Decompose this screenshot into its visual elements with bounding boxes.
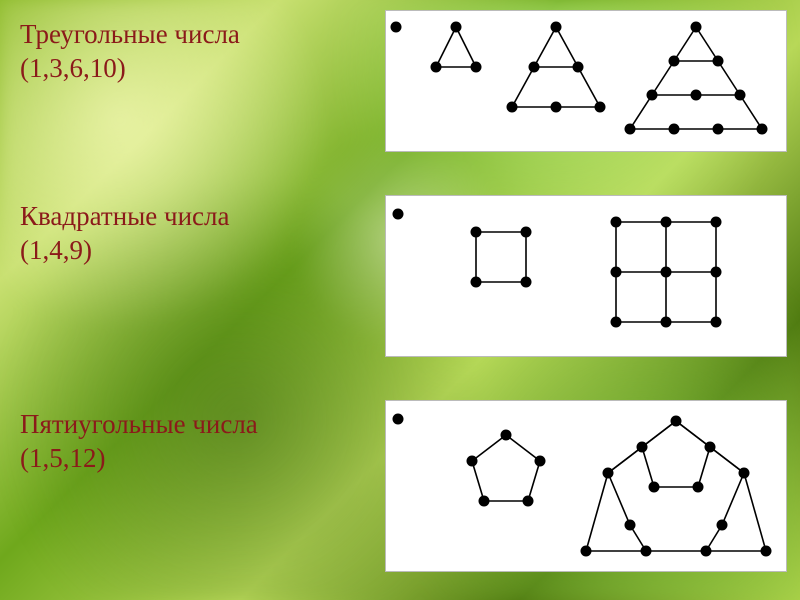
diagram-node (661, 317, 672, 328)
diagram-node (471, 227, 482, 238)
diagram-node (611, 317, 622, 328)
diagram-node (711, 217, 722, 228)
diagram-node (521, 227, 532, 238)
diagram-node (625, 520, 636, 531)
diagram-node (661, 217, 672, 228)
diagram-edge (718, 61, 740, 95)
diagram-node (611, 267, 622, 278)
diagram-node (693, 482, 704, 493)
triangular-diagram (385, 10, 787, 152)
diagram-edge (674, 27, 696, 61)
diagram-edge (652, 61, 674, 95)
diagram-edge (556, 27, 578, 67)
diagram-node (451, 22, 462, 33)
diagram-node (717, 520, 728, 531)
diagram-node (735, 90, 746, 101)
diagram-node (551, 22, 562, 33)
diagram-svg (386, 196, 786, 356)
diagram-node (603, 468, 614, 479)
diagram-edge (506, 435, 540, 461)
diagram-node (507, 102, 518, 113)
diagram-node (625, 124, 636, 135)
diagram-svg (386, 11, 786, 151)
diagram-edge (630, 95, 652, 129)
diagram-node (757, 124, 768, 135)
diagram-node (669, 124, 680, 135)
square-label: Квадратные числа (1,4,9) (20, 200, 230, 268)
diagram-node (471, 277, 482, 288)
diagram-node (739, 468, 750, 479)
triangular-label-line2: (1,3,6,10) (20, 53, 126, 83)
diagram-node (691, 90, 702, 101)
diagram-node (573, 62, 584, 73)
diagram-node (529, 62, 540, 73)
diagram-node (467, 456, 478, 467)
diagram-node (479, 496, 490, 507)
diagram-node (705, 442, 716, 453)
diagram-node (713, 124, 724, 135)
diagram-node (501, 430, 512, 441)
diagram-edge (534, 27, 556, 67)
diagram-node (701, 546, 712, 557)
diagram-node (661, 267, 672, 278)
diagram-edge (512, 67, 534, 107)
diagram-node (761, 546, 772, 557)
diagram-node (637, 442, 648, 453)
diagram-node (523, 496, 534, 507)
diagram-edge (744, 473, 766, 551)
diagram-edge (436, 27, 456, 67)
diagram-node (595, 102, 606, 113)
diagram-node (391, 22, 402, 33)
square-label-line2: (1,4,9) (20, 235, 92, 265)
diagram-edge (456, 27, 476, 67)
diagram-node (649, 482, 660, 493)
diagram-node (581, 546, 592, 557)
diagram-node (671, 416, 682, 427)
diagram-node (611, 217, 622, 228)
diagram-edge (696, 27, 718, 61)
diagram-edge (710, 447, 744, 473)
pentagonal-label-line1: Пятиугольные числа (20, 409, 258, 439)
diagram-edge (642, 447, 654, 487)
diagram-edge (472, 461, 484, 501)
pentagonal-diagram (385, 400, 787, 572)
diagram-node (669, 56, 680, 67)
pentagonal-label: Пятиугольные числа (1,5,12) (20, 408, 258, 476)
diagram-node (551, 102, 562, 113)
diagram-node (691, 22, 702, 33)
diagram-node (393, 414, 404, 425)
diagram-node (471, 62, 482, 73)
diagram-edge (722, 473, 744, 525)
diagram-node (711, 317, 722, 328)
diagram-edge (740, 95, 762, 129)
square-label-line1: Квадратные числа (20, 201, 230, 231)
diagram-node (521, 277, 532, 288)
square-diagram (385, 195, 787, 357)
triangular-label: Треугольные числа (1,3,6,10) (20, 18, 240, 86)
pentagonal-label-line2: (1,5,12) (20, 443, 105, 473)
diagram-edge (698, 447, 710, 487)
triangular-label-line1: Треугольные числа (20, 19, 240, 49)
diagram-edge (578, 67, 600, 107)
diagram-edge (608, 447, 642, 473)
diagram-edge (528, 461, 540, 501)
diagram-edge (472, 435, 506, 461)
diagram-node (535, 456, 546, 467)
diagram-edge (608, 473, 630, 525)
diagram-node (713, 56, 724, 67)
diagram-svg (386, 401, 786, 571)
diagram-node (647, 90, 658, 101)
diagram-node (431, 62, 442, 73)
diagram-node (393, 209, 404, 220)
slide-canvas: Треугольные числа (1,3,6,10) Квадратные … (0, 0, 800, 600)
diagram-node (641, 546, 652, 557)
diagram-edge (586, 473, 608, 551)
diagram-node (711, 267, 722, 278)
